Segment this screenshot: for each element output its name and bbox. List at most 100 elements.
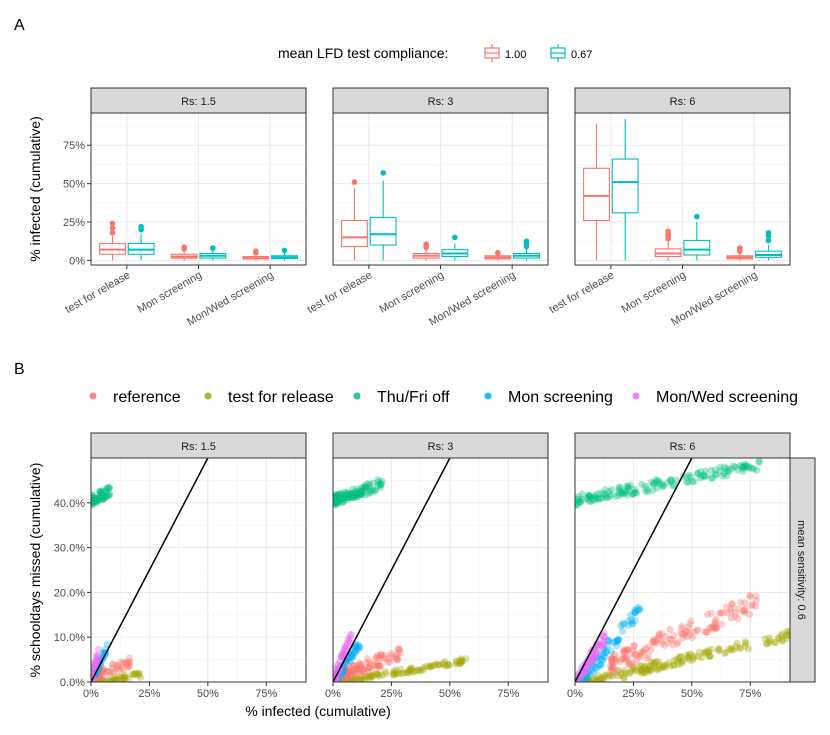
- scatter-point: [92, 659, 100, 667]
- scatter-point: [744, 645, 752, 653]
- panel-border: [90, 457, 307, 683]
- scatter-point: [605, 487, 613, 496]
- scatter-point: [373, 670, 381, 678]
- scatter-point: [419, 665, 428, 674]
- facet-strip-label: Rs: 3: [428, 441, 454, 453]
- scatter-point: [692, 627, 701, 635]
- scatter-point: [734, 605, 743, 613]
- scatter-point: [641, 487, 649, 495]
- scatter-point: [339, 678, 347, 682]
- y-tick-label-b: 30.0%: [54, 543, 85, 555]
- scatter-point: [355, 677, 364, 682]
- scatter-point: [650, 663, 659, 672]
- scatter-point: [92, 678, 101, 682]
- scatter-point: [441, 658, 449, 666]
- scatter-point: [408, 664, 416, 672]
- scatter-point: [670, 481, 678, 489]
- scatter-point: [597, 660, 605, 669]
- scatter-point: [643, 485, 651, 493]
- point-cloud-test-for-release: [336, 655, 470, 682]
- scatter-point: [136, 673, 145, 682]
- scatter-point: [92, 653, 101, 661]
- scatter-point: [101, 678, 110, 682]
- scatter-point: [584, 674, 592, 682]
- x-tick-label-b: 75%: [739, 688, 761, 700]
- x-tick-label-b: 50%: [681, 688, 703, 700]
- scatter-point: [702, 648, 710, 656]
- scatter-point: [649, 486, 657, 494]
- scatter-point: [339, 650, 347, 658]
- scatter-point: [655, 660, 664, 668]
- scatter-point: [745, 463, 753, 471]
- scatter-point: [584, 675, 592, 682]
- scatter-point: [725, 645, 733, 653]
- scatter-point: [91, 498, 98, 506]
- scatter-point: [371, 661, 379, 669]
- boxplot-test-for-release-full: [341, 179, 368, 261]
- scatter-point: [784, 632, 790, 640]
- scatter-point: [713, 624, 721, 632]
- scatter-point: [765, 634, 773, 642]
- scatter-point: [355, 659, 364, 667]
- scatter-point: [93, 496, 101, 505]
- scatter-point: [353, 492, 361, 500]
- scatter-point: [755, 458, 763, 465]
- scatter-point: [382, 670, 390, 678]
- scatter-point: [632, 657, 640, 665]
- legend-b-label-0: reference: [113, 389, 181, 406]
- x-tick-label-b: 25%: [380, 688, 402, 700]
- scatter-point: [346, 653, 354, 661]
- scatter-point: [343, 675, 351, 682]
- scatter-point: [624, 622, 632, 630]
- scatter-point: [675, 654, 683, 662]
- scatter-point: [409, 668, 417, 676]
- scatter-point: [369, 486, 377, 494]
- scatter-point: [427, 663, 435, 671]
- scatter-point: [585, 491, 593, 499]
- scatter-point: [741, 638, 749, 646]
- scatter-point: [615, 489, 623, 497]
- y-tick-label-a: 75%: [63, 140, 85, 152]
- scatter-point: [634, 606, 642, 614]
- scatter-point: [349, 485, 357, 493]
- scatter-point: [618, 654, 626, 663]
- scatter-point: [413, 666, 421, 674]
- boxplot-mon-wed-screening-partial: [513, 238, 540, 261]
- scatter-point: [631, 608, 640, 616]
- scatter-point: [457, 659, 465, 668]
- x-tick-label-b: 75%: [255, 688, 277, 700]
- scatter-point: [640, 648, 648, 657]
- scatter-point: [679, 657, 687, 665]
- scatter-point: [353, 646, 362, 654]
- scatter-point: [395, 669, 403, 677]
- scatter-point: [337, 670, 345, 679]
- scatter-point: [97, 675, 105, 682]
- scatter-point: [348, 490, 356, 498]
- scatter-point: [341, 643, 349, 651]
- scatter-point: [97, 667, 105, 675]
- scatter-point: [452, 657, 460, 665]
- point-cloud-test-for-release: [583, 627, 790, 682]
- scatter-point: [736, 644, 744, 652]
- x-tick-label-a: test for release: [305, 269, 374, 316]
- scatter-point: [598, 494, 606, 503]
- scatter-point: [352, 675, 360, 682]
- scatter-point: [364, 664, 372, 672]
- scatter-point: [745, 610, 754, 618]
- scatter-point: [379, 655, 387, 663]
- scatter-point: [100, 494, 108, 502]
- scatter-point: [333, 494, 338, 502]
- scatter-point: [646, 667, 655, 675]
- scatter-point: [610, 653, 618, 661]
- scatter-point: [354, 665, 363, 674]
- scatter-point: [707, 623, 715, 631]
- scatter-point: [634, 653, 642, 661]
- scatter-point: [728, 601, 736, 609]
- scatter-point: [350, 671, 358, 679]
- scatter-point: [731, 463, 739, 471]
- scatter-point: [653, 665, 661, 673]
- scatter-point: [613, 642, 621, 650]
- boxplot-mon-wed-screening-full: [484, 249, 512, 261]
- scatter-point: [336, 490, 344, 499]
- scatter-point: [694, 470, 702, 478]
